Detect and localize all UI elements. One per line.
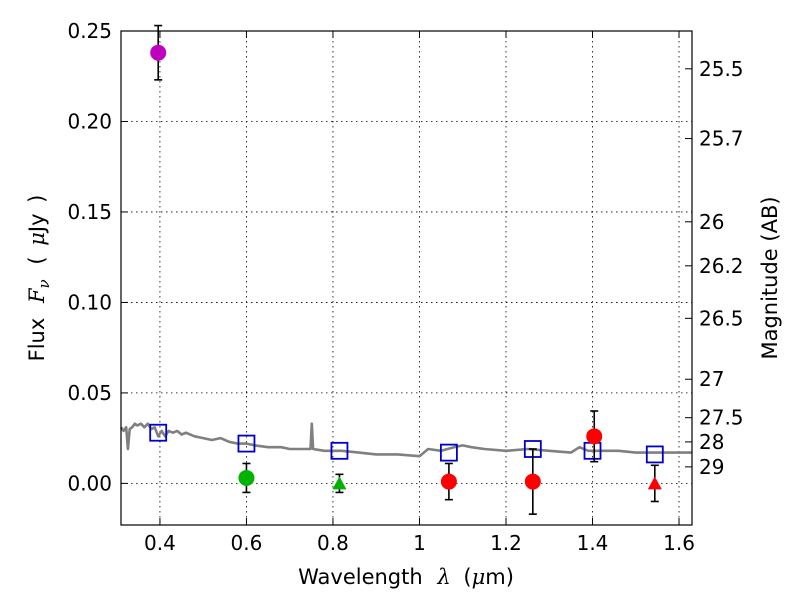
x-tick-label: 1.6 — [663, 531, 695, 555]
plot-frame — [120, 30, 693, 526]
x-tick-label: 1 — [413, 531, 426, 555]
x-tick-label: 1.4 — [577, 531, 609, 555]
series-infrared-detections — [440, 410, 603, 515]
x-axis-label: Wavelength λ (μm) — [298, 565, 514, 589]
data-point-marker — [524, 473, 541, 490]
magnitude-tick-label: 26 — [699, 210, 724, 234]
y-axis-subscript: ν — [35, 279, 53, 288]
x-axis-symbol: λ — [436, 565, 450, 589]
y-tick-label: 0.00 — [67, 471, 112, 495]
y-axis-unit-mu: μ — [25, 232, 49, 246]
data-point-marker — [440, 473, 457, 490]
y-axis-label: Flux Fν ( μJy ) — [25, 195, 54, 362]
x-tick-label: 0.6 — [231, 531, 263, 555]
data-point-marker — [238, 469, 255, 486]
magnitude-tick-label: 28 — [699, 430, 724, 454]
model-photometry-square — [439, 443, 458, 462]
x-tick-label: 0.4 — [144, 531, 176, 555]
model-photometry-square — [645, 445, 664, 464]
upper-limit-marker — [332, 476, 347, 490]
magnitude-axis-label: Magnitude (AB) — [758, 196, 782, 359]
y-tick-label: 0.10 — [67, 290, 112, 314]
magnitude-tick-label: 25.5 — [699, 57, 744, 81]
y-tick-label: 0.05 — [67, 381, 112, 405]
x-tick-label: 0.8 — [317, 531, 349, 555]
x-tick-label: 1.2 — [490, 531, 522, 555]
model-photometry-square — [330, 441, 349, 460]
series-infrared-upper-limit — [647, 464, 662, 503]
y-tick-label: 0.15 — [67, 200, 112, 224]
magnitude-tick-label: 26.2 — [699, 254, 744, 278]
magnitude-tick-label: 25.7 — [699, 127, 744, 151]
series-UV-detection — [150, 24, 167, 81]
series-model-photometry — [149, 423, 664, 464]
model-photometry-square — [149, 423, 168, 442]
model-photometry-square — [237, 434, 256, 453]
magnitude-tick-label: 27 — [699, 367, 724, 391]
series-optical-detection — [238, 462, 255, 494]
x-axis-unit-mu: μ — [472, 565, 486, 589]
series-model-SED — [119, 422, 692, 458]
y-axis-symbol: F — [25, 287, 49, 304]
data-point-marker — [586, 428, 603, 445]
upper-limit-marker — [647, 476, 662, 490]
model-sed-line — [119, 422, 692, 458]
series-optical-upper-limit — [332, 473, 347, 494]
y-tick-label: 0.25 — [67, 19, 112, 43]
magnitude-tick-label: 29 — [699, 455, 724, 479]
series-layer — [119, 24, 692, 515]
magnitude-tick-label: 27.5 — [699, 406, 744, 430]
data-point-marker — [150, 44, 167, 61]
magnitude-tick-label: 26.5 — [699, 306, 744, 330]
ticks-layer: 0.4 0.6 0.8 1 1.2 1.4 1.6 0.00 0.05 0.10 0.15 0.20 0… — [67, 19, 743, 555]
y-tick-label: 0.20 — [67, 109, 112, 133]
